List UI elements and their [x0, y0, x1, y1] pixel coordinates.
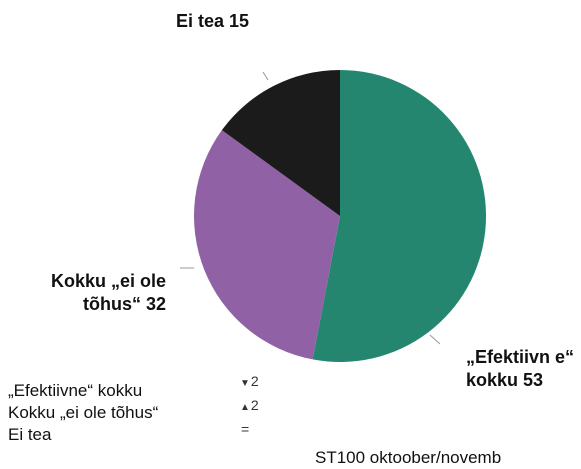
data-label-dont-know: Ei tea 15 [176, 11, 250, 31]
change-value: 2 [250, 397, 259, 413]
pie-slice-dont-know [221, 70, 340, 216]
pie-slices [193, 70, 487, 362]
legend-change-dont-know: = [240, 421, 249, 437]
legend-item-dont-know: Ei tea [8, 425, 52, 444]
leader-line-dont-know [262, 71, 269, 81]
change-value: 2 [250, 373, 259, 389]
footer-text: ST100 oktoober/novemb [315, 448, 502, 467]
pie-slice-effective [312, 70, 487, 362]
data-label-effective: „Efektiivn e“ kokku 53 [466, 347, 575, 390]
leader-line-effective [429, 334, 441, 345]
legend-item-effective: „Efektiivne“ kokku [8, 381, 143, 400]
legend: „Efektiivne“ kokku Kokku „ei ole tõhus“ … [8, 380, 158, 446]
legend-change-not-effective: ▲2 [240, 397, 259, 413]
up-arrow-icon: ▲ [240, 402, 250, 413]
legend-change-effective: ▼2 [240, 373, 259, 389]
change-value: = [241, 421, 250, 437]
data-label-not-effective: Kokku „ei ole tõhus“ 32 [50, 271, 166, 314]
legend-item-not-effective: Kokku „ei ole tõhus“ [8, 403, 159, 422]
leader-lines [180, 71, 441, 345]
pie-chart [180, 70, 487, 362]
down-arrow-icon: ▼ [240, 378, 250, 389]
pie-slice-not-effective [193, 130, 340, 360]
